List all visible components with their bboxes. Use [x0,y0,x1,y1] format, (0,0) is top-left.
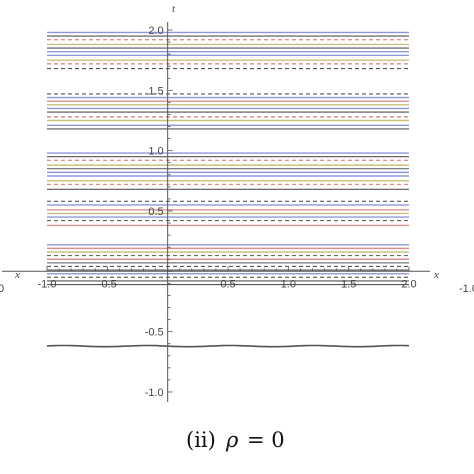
y-tick-label: -1.0 [145,387,164,399]
x-tick-label: 2.0 [401,278,416,290]
x-tick-label: 0.5 [220,278,235,290]
x-axis-label: x [433,269,439,281]
y-axis-label: t [172,3,176,15]
left-panel-x-label: x [14,269,20,281]
right-panel-tick: -1.0 [459,283,474,295]
y-tick-label: -0.5 [145,327,164,339]
y-tick-label: 1.5 [148,85,163,97]
x-tick-label: -0.5 [98,278,117,290]
x-tick-label: 1.0 [281,278,296,290]
caption-prefix: (ii) [186,428,216,452]
left-panel-tick: 0 [0,283,4,295]
y-tick-label: 2.0 [148,25,163,37]
y-tick-label: 0.5 [148,206,163,218]
caption-symbol: ρ [225,428,239,452]
x-tick-label: -1.0 [38,278,57,290]
isolated-contour-line [46,344,410,348]
caption: (ii) ρ = 0 [186,428,285,452]
x-tick-label: 1.5 [341,278,356,290]
y-tick-label: 1.0 [148,146,163,158]
axes [2,22,430,402]
caption-equation: = 0 [247,428,285,452]
contour-lines [46,31,410,348]
tick-labels: -1.0 -0.5 0.5 1.0 1.5 2.0 -1.0 -0.5 0.5 1.0 1.5 2.0 [38,25,417,399]
